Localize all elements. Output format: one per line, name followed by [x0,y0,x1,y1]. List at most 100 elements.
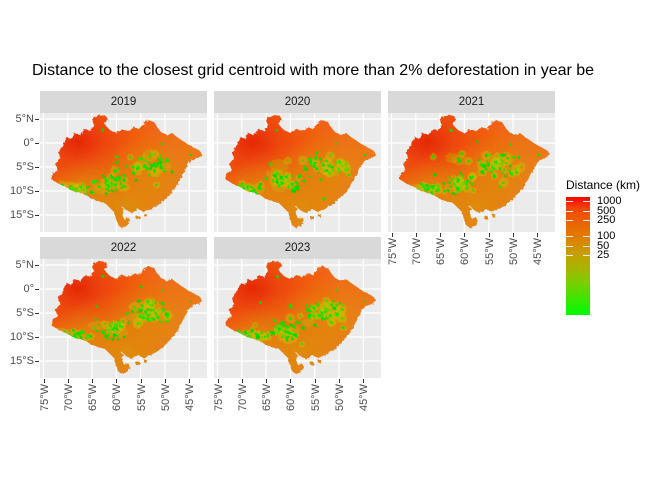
x-axis-tick [43,379,45,383]
y-axis-tick [35,337,39,338]
legend-colorbar-tick [583,201,590,202]
legend-tick-label: 250 [597,214,616,226]
legend-colorbar-tick [583,255,590,256]
y-axis-tick [35,215,39,216]
x-axis-tick [314,379,316,383]
legend-tick-label: 25 [597,249,610,261]
legend-colorbar-tick [583,246,590,247]
x-axis-label: 50°W [508,238,520,266]
facet-strip: 2022 [40,237,207,259]
x-axis-label: 55°W [135,384,148,412]
y-axis-tick [35,265,39,266]
facet-strip-label: 2020 [284,96,311,108]
x-axis-label: 50°W [160,384,172,412]
map-svg-2020 [214,113,381,232]
map-svg-2019 [40,113,207,232]
y-axis-tick [35,313,39,314]
y-axis-label: 5°N [15,113,34,125]
facet-strip-label: 2021 [458,96,485,108]
x-axis-tick [116,379,118,383]
facet-strip-label: 2019 [110,96,137,108]
x-axis-label: 70°W [410,238,423,266]
legend-colorbar-tick [566,201,573,202]
x-axis-tick [339,379,340,383]
facet-2021: 2021 [388,91,555,232]
facet-2019: 2019 [40,91,207,232]
chart-title: Distance to the closest grid centroid wi… [32,62,595,79]
legend-colorbar-tick [583,236,590,237]
map-svg-2022 [40,259,207,378]
x-axis-label: 45°W [184,384,197,412]
y-axis-tick [35,191,39,192]
legend-tick-label: 1000 [597,195,622,207]
x-axis-tick [290,379,292,383]
x-axis-tick [440,233,442,237]
x-axis-tick [488,233,490,237]
x-axis-tick [415,233,417,237]
y-axis-tick [35,361,39,362]
legend-tick-label: 50 [597,240,610,252]
x-axis-label: 45°W [358,384,371,412]
facet-2023: 2023 [214,237,381,378]
x-axis-tick [537,233,539,237]
y-axis-label: 10°S [10,185,34,197]
x-axis-tick [266,379,268,383]
map-panel [214,259,381,378]
facet-strip-label: 2022 [110,242,137,254]
legend-colorbar [566,197,590,315]
x-axis-tick [391,233,393,237]
x-axis-label: 65°W [87,384,100,412]
x-axis-tick [165,379,166,383]
facet-2022: 2022 [40,237,207,378]
x-axis-tick [217,379,219,383]
x-axis-tick [92,379,94,383]
y-axis-tick [35,143,39,144]
x-axis-label: 70°W [62,384,75,412]
legend-tick-label: 500 [597,205,616,217]
x-axis-label: 55°W [309,384,322,412]
map-panel [40,113,207,232]
y-axis-label: 5°N [15,259,34,271]
facet-strip: 2021 [388,91,555,113]
x-axis-label: 65°W [435,238,448,266]
y-axis-label: 5°S [16,161,34,173]
x-axis-label: 75°W [38,384,51,412]
y-axis-label: 5°S [16,307,34,319]
legend-colorbar-tick [583,220,590,221]
x-axis-label: 60°W [111,384,124,412]
y-axis-label: 10°S [10,331,34,343]
map-panel [214,113,381,232]
facet-2020: 2020 [214,91,381,232]
x-axis-label: 75°W [386,238,399,266]
x-axis-tick [513,233,514,237]
y-axis-label: 0° [23,283,34,295]
legend-colorbar-tick [583,211,590,212]
y-axis-label: 0° [23,137,34,149]
y-axis-label: 15°S [10,355,34,367]
x-axis-label: 55°W [483,238,496,266]
y-axis-tick [35,167,39,168]
map-panel [388,113,555,232]
legend-colorbar-tick [566,255,573,256]
legend-colorbar-tick [566,220,573,221]
x-axis-label: 75°W [212,384,225,412]
y-axis-tick [35,289,39,290]
x-axis-label: 65°W [261,384,274,412]
x-axis-tick [464,233,466,237]
map-panel [40,259,207,378]
x-axis-label: 60°W [285,384,298,412]
legend-tick-label: 100 [597,230,616,242]
legend-colorbar-tick [566,236,573,237]
map-svg-2023 [214,259,381,378]
x-axis-tick [189,379,191,383]
legend-colorbar-tick [566,211,573,212]
x-axis-label: 70°W [236,384,249,412]
facet-strip: 2019 [40,91,207,113]
x-axis-tick [140,379,142,383]
y-axis-tick [35,119,39,120]
x-axis-label: 45°W [532,238,545,266]
facet-strip: 2023 [214,237,381,259]
x-axis-tick [241,379,243,383]
y-axis-label: 15°S [10,209,34,221]
